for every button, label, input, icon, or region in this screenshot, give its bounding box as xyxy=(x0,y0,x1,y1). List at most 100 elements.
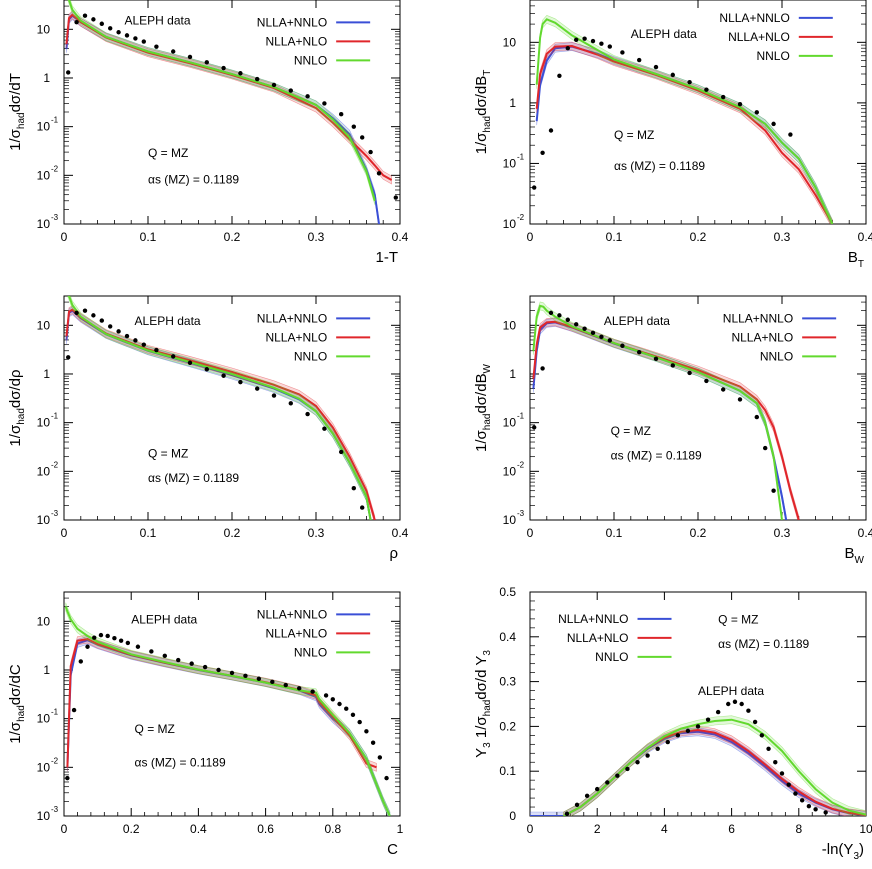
legend-label: NLLA+NLO xyxy=(731,330,793,344)
data-point xyxy=(133,338,138,343)
legend-label: NLLA+NLO xyxy=(265,626,327,640)
plot-frame xyxy=(63,591,401,817)
data-point xyxy=(635,760,640,765)
legend-label: NNLO xyxy=(756,49,789,63)
data-point xyxy=(288,88,293,93)
data-point xyxy=(187,54,193,60)
data-point xyxy=(595,786,600,792)
data-point xyxy=(823,810,828,815)
y-tick-exponent: -2 xyxy=(51,164,59,173)
data-point xyxy=(74,19,79,25)
plot-area xyxy=(532,301,800,520)
q-label: Q = MZ xyxy=(148,446,188,460)
y-axis-label: 1/σhaddσ/dBW xyxy=(473,363,493,452)
data-point xyxy=(582,36,587,41)
y-tick-label: 10 xyxy=(503,217,517,231)
data-point xyxy=(204,60,209,65)
y-axis-label: 1/σhaddσ/dρ xyxy=(7,369,27,446)
data-point xyxy=(108,26,113,31)
data-point xyxy=(687,370,692,376)
q-label: Q = MZ xyxy=(135,722,175,736)
data-point xyxy=(645,753,650,758)
data-point xyxy=(620,343,625,348)
data-point xyxy=(752,719,758,725)
y-tick-label: 10 xyxy=(37,217,51,231)
data-point xyxy=(704,87,709,92)
data-point xyxy=(82,13,88,18)
y-tick-label: 10 xyxy=(503,464,517,478)
y-tick-label: 0.1 xyxy=(499,764,516,778)
data-point xyxy=(368,149,373,155)
data-point xyxy=(739,701,744,707)
data-point xyxy=(540,366,545,371)
data-point xyxy=(548,310,554,316)
data-point xyxy=(675,733,681,738)
data-point xyxy=(582,326,587,331)
plot-area xyxy=(65,0,398,224)
y-axis-label: Y3 1/σhaddσ/d Y3 xyxy=(473,650,493,758)
y-tick-label: 10 xyxy=(37,712,51,726)
y-tick-exponent: -2 xyxy=(51,756,59,765)
data-point xyxy=(557,313,562,318)
alpha-label: αs (MZ) = 0.1189 xyxy=(718,637,809,651)
data-point xyxy=(204,367,209,372)
y-tick-label: 10 xyxy=(37,760,51,774)
series-line-nllanlo xyxy=(532,320,800,520)
legend-label: NNLO xyxy=(294,53,327,67)
data-point xyxy=(271,393,277,398)
data-point xyxy=(625,766,630,772)
y-axis-label: 1/σhaddσ/dT xyxy=(7,73,27,151)
data-point xyxy=(357,719,362,725)
data-point xyxy=(337,701,342,707)
data-point xyxy=(721,387,726,392)
x-tick-label: 0 xyxy=(527,526,534,540)
x-axis-label: ρ xyxy=(389,545,398,562)
y-tick-label: 10 xyxy=(37,318,51,332)
data-point xyxy=(590,38,596,44)
band-nllannlo xyxy=(530,727,866,816)
y-tick-label: 10 xyxy=(37,168,51,182)
band-nllanlo xyxy=(67,634,377,772)
alpha-label: αs (MZ) = 0.1189 xyxy=(135,756,226,770)
data-point xyxy=(773,760,778,765)
data-point xyxy=(99,318,105,323)
x-tick-label: 2 xyxy=(594,822,601,836)
alpha-label: αs (MZ) = 0.1189 xyxy=(148,471,239,485)
y-tick-label: 0.3 xyxy=(499,675,516,689)
x-tick-label: 0.2 xyxy=(690,526,707,540)
plot-frame xyxy=(63,295,401,521)
y-tick-exponent: -3 xyxy=(51,213,59,222)
x-tick-label: 0.1 xyxy=(606,526,623,540)
y-axis-label: 1/σhaddσ/dBT xyxy=(473,70,493,155)
data-point xyxy=(788,132,793,137)
x-tick-label: 0 xyxy=(61,822,68,836)
data-point xyxy=(270,679,275,685)
data-point xyxy=(78,659,84,664)
x-tick-label: 0.1 xyxy=(606,230,623,244)
data-point xyxy=(202,664,208,670)
data-point xyxy=(754,414,759,420)
data-point xyxy=(65,775,70,781)
data-point xyxy=(105,633,110,639)
y-tick-label: 10 xyxy=(503,416,517,430)
band-nllanlo xyxy=(563,725,866,816)
plot-area xyxy=(65,296,376,520)
data-point xyxy=(118,638,124,643)
panel-y3: 0 2 4 6 8 10 0 0.1 0.2 0.3 0.4 0.5 ALEPH data Q = MZ α… xyxy=(473,585,872,862)
plot-area xyxy=(64,602,391,816)
data-point xyxy=(364,729,369,734)
data-point xyxy=(187,360,193,365)
y-tick-exponent: -3 xyxy=(517,509,525,518)
y-tick-exponent: -1 xyxy=(51,412,59,421)
data-point xyxy=(786,782,791,787)
band-nnlo xyxy=(67,296,371,520)
x-tick-label: 0.8 xyxy=(324,822,341,836)
data-point xyxy=(590,330,596,336)
data-point xyxy=(108,324,113,329)
data-point xyxy=(154,44,159,49)
data-point xyxy=(564,811,570,816)
legend-label: NLLA+NNLO xyxy=(723,311,793,325)
data-point xyxy=(655,746,660,751)
data-point xyxy=(255,386,260,391)
